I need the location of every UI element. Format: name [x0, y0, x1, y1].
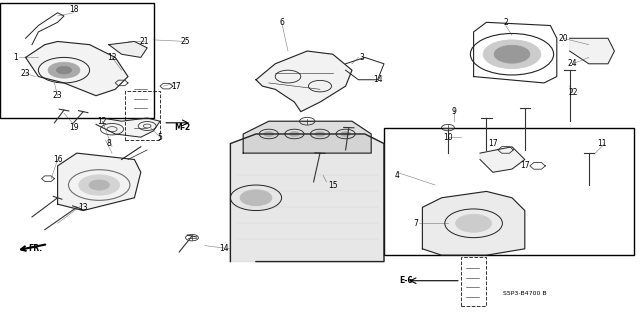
- Polygon shape: [243, 121, 371, 153]
- Polygon shape: [26, 41, 128, 96]
- Circle shape: [79, 175, 120, 195]
- Text: 6: 6: [279, 18, 284, 27]
- Text: 16: 16: [52, 155, 63, 164]
- Text: 2: 2: [503, 18, 508, 27]
- Circle shape: [89, 180, 109, 190]
- Text: 10: 10: [443, 133, 453, 142]
- Text: 19: 19: [68, 123, 79, 132]
- Text: 12: 12: [108, 53, 116, 62]
- Text: FR.: FR.: [28, 244, 42, 253]
- Text: 20: 20: [558, 34, 568, 43]
- Text: 17: 17: [488, 139, 498, 148]
- Text: 13: 13: [78, 203, 88, 212]
- Polygon shape: [230, 134, 384, 262]
- Text: E-6: E-6: [399, 276, 413, 285]
- Circle shape: [289, 131, 300, 137]
- Polygon shape: [58, 153, 141, 211]
- Text: 17: 17: [520, 161, 530, 170]
- Circle shape: [315, 131, 325, 137]
- Polygon shape: [96, 118, 160, 137]
- Bar: [461, 257, 486, 306]
- Circle shape: [240, 190, 272, 206]
- Text: 24: 24: [568, 59, 578, 68]
- Circle shape: [456, 214, 492, 232]
- Circle shape: [56, 66, 72, 74]
- Text: 14: 14: [372, 75, 383, 84]
- Circle shape: [494, 45, 530, 63]
- Text: 8: 8: [106, 139, 111, 148]
- Text: 12: 12: [98, 117, 107, 126]
- Text: S5P3-B4700 B: S5P3-B4700 B: [503, 291, 547, 296]
- Polygon shape: [422, 191, 525, 255]
- Text: 7: 7: [413, 219, 419, 228]
- Text: 22: 22: [568, 88, 577, 97]
- Circle shape: [48, 62, 80, 78]
- Text: 18: 18: [69, 5, 78, 14]
- Text: 17: 17: [171, 82, 181, 91]
- Bar: [384, 128, 634, 255]
- Polygon shape: [256, 51, 352, 112]
- Text: 21: 21: [140, 37, 148, 46]
- Text: 25: 25: [180, 37, 191, 46]
- Text: 14: 14: [219, 244, 229, 253]
- Text: 23: 23: [20, 69, 31, 78]
- Polygon shape: [570, 38, 614, 64]
- Circle shape: [340, 131, 351, 137]
- Text: 1: 1: [13, 53, 19, 62]
- Text: 3: 3: [359, 53, 364, 62]
- Text: 5: 5: [157, 133, 163, 142]
- Circle shape: [483, 40, 541, 69]
- Bar: [0, 3, 154, 118]
- Polygon shape: [109, 41, 147, 57]
- Text: 23: 23: [52, 91, 63, 100]
- Text: 9: 9: [452, 107, 457, 116]
- Bar: [125, 91, 160, 140]
- Polygon shape: [480, 147, 525, 172]
- Text: M-2: M-2: [174, 123, 191, 132]
- Text: 11: 11: [597, 139, 606, 148]
- Circle shape: [264, 131, 274, 137]
- Text: 4: 4: [394, 171, 399, 180]
- Text: 15: 15: [328, 181, 338, 189]
